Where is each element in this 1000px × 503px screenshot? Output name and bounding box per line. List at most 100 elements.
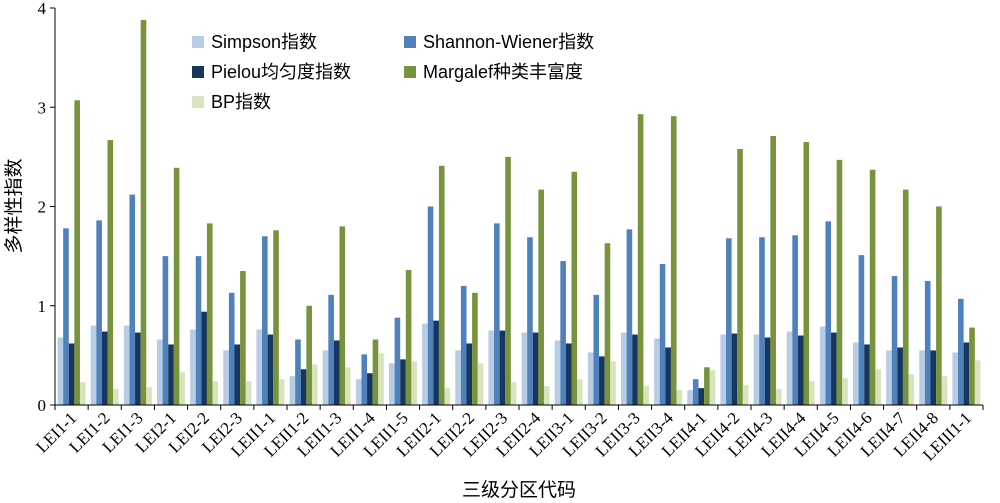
bar-LEII3-2-series-5 xyxy=(610,361,616,405)
bar-LEII3-2-series-2 xyxy=(593,294,600,405)
bar-LEII4-1-series-4 xyxy=(704,367,710,405)
y-tick-label: 1 xyxy=(38,297,47,316)
bar-LEI2-2-series-3 xyxy=(201,311,207,405)
bar-LEII1-3-series-3 xyxy=(333,340,340,405)
bar-LEII4-8-series-5 xyxy=(941,376,948,405)
bar-LEII3-4-series-4 xyxy=(670,116,677,406)
bar-LEII2-4-series-3 xyxy=(532,332,539,405)
bar-LEII2-4-series-1 xyxy=(521,332,528,405)
bar-LEI1-1-series-5 xyxy=(79,382,86,405)
bar-LEI1-2-series-5 xyxy=(113,389,119,405)
bar-LEII4-5-series-2 xyxy=(825,221,832,405)
bar-LEII4-5-series-3 xyxy=(831,332,837,405)
bar-LEI1-1-series-1 xyxy=(57,337,64,405)
bar-LEI2-2-series-2 xyxy=(195,256,202,406)
bar-LEII4-3-series-4 xyxy=(770,136,776,405)
bar-LEII3-4-series-3 xyxy=(665,347,671,405)
bar-LEII2-3-series-5 xyxy=(510,382,517,405)
bar-LEII2-4-series-5 xyxy=(543,386,550,405)
bar-LEII1-2-series-3 xyxy=(300,369,307,405)
legend-swatch xyxy=(192,96,204,108)
bar-LEI1-3-series-5 xyxy=(146,387,152,405)
bar-LEII2-1-series-1 xyxy=(422,323,428,405)
bar-LEI1-1-series-2 xyxy=(63,228,69,405)
bar-LEII4-3-series-1 xyxy=(753,334,760,405)
y-tick-label: 2 xyxy=(38,198,47,217)
legend-label: Simpson指数 xyxy=(211,32,317,52)
bar-LEII4-4-series-5 xyxy=(809,381,815,405)
bar-LEII4-5-series-1 xyxy=(819,326,826,405)
y-axis-title: 多样性指数 xyxy=(3,158,25,253)
bar-LEII1-1-series-4 xyxy=(273,230,279,405)
bar-LEII4-1-series-1 xyxy=(687,390,693,405)
bar-LEI1-2-series-4 xyxy=(107,140,114,405)
legend-label: Shannon-Wiener指数 xyxy=(423,32,594,52)
bar-LEII1-1-series-2 xyxy=(262,236,268,405)
bar-LEII1-5-series-1 xyxy=(389,363,395,405)
bar-LEII2-2-series-1 xyxy=(455,350,461,405)
bar-LEII1-1-series-5 xyxy=(278,379,285,405)
bar-LEII3-3-series-4 xyxy=(637,114,644,405)
bar-LEII4-2-series-1 xyxy=(720,334,727,405)
bar-LEIII1-1-series-1 xyxy=(952,352,959,405)
bar-LEII1-3-series-4 xyxy=(339,226,346,405)
bar-LEI2-3-series-1 xyxy=(223,350,229,405)
bar-LEII1-5-series-4 xyxy=(405,270,412,405)
bar-LEI2-2-series-1 xyxy=(190,329,196,405)
bar-LEII4-4-series-1 xyxy=(786,331,793,405)
legend-swatch xyxy=(404,66,416,78)
bar-LEII2-3-series-2 xyxy=(494,223,500,405)
bar-LEII3-4-series-5 xyxy=(676,390,683,405)
x-axis-title: 三级分区代码 xyxy=(462,479,576,501)
bar-LEII4-1-series-3 xyxy=(698,388,705,405)
bar-LEII4-2-series-3 xyxy=(731,333,738,405)
legend-label: Pielou均匀度指数 xyxy=(211,62,351,82)
bar-LEII3-3-series-2 xyxy=(626,229,633,405)
bar-LEII3-1-series-4 xyxy=(571,171,578,405)
bar-LEII1-2-series-2 xyxy=(295,339,301,405)
bar-LEI2-1-series-4 xyxy=(173,167,180,405)
bar-LEII4-8-series-4 xyxy=(936,206,942,405)
bar-LEII4-3-series-5 xyxy=(775,389,782,405)
bar-LEII4-4-series-4 xyxy=(803,141,810,406)
bar-LEII1-3-series-5 xyxy=(345,367,351,405)
bar-LEI1-3-series-3 xyxy=(135,332,141,405)
bar-LEII4-5-series-4 xyxy=(836,159,843,405)
bar-LEII4-7-series-3 xyxy=(897,347,903,405)
bar-LEII4-3-series-2 xyxy=(759,237,765,405)
bar-LEII4-4-series-2 xyxy=(792,235,798,405)
bar-LEII4-6-series-2 xyxy=(858,255,865,405)
bar-LEII4-6-series-5 xyxy=(875,369,881,405)
bar-LEIII1-1-series-3 xyxy=(963,342,970,405)
y-tick-label: 4 xyxy=(38,0,47,18)
bar-LEII4-4-series-3 xyxy=(797,335,804,405)
bar-LEII4-5-series-5 xyxy=(842,378,848,405)
bar-LEI2-2-series-4 xyxy=(206,223,213,405)
bar-LEII3-2-series-4 xyxy=(604,243,611,405)
bar-LEII2-3-series-4 xyxy=(505,156,511,406)
bar-LEIII1-1-series-4 xyxy=(969,327,975,405)
bar-LEII2-1-series-2 xyxy=(427,206,434,405)
bar-LEIII1-1-series-5 xyxy=(974,360,981,405)
bar-LEI2-1-series-2 xyxy=(162,256,169,406)
legend-swatch xyxy=(192,66,204,78)
bar-LEI1-1-series-4 xyxy=(74,100,80,406)
bar-LEII2-3-series-3 xyxy=(499,330,506,405)
bar-LEII3-2-series-1 xyxy=(587,352,594,405)
bar-LEII4-7-series-1 xyxy=(886,350,892,405)
bar-LEI2-3-series-3 xyxy=(234,344,241,405)
bar-LEII3-1-series-1 xyxy=(554,340,561,405)
bar-LEII4-2-series-2 xyxy=(726,238,732,405)
bar-LEII1-4-series-4 xyxy=(372,339,379,405)
bar-LEII1-2-series-1 xyxy=(289,376,296,405)
bar-LEI1-2-series-3 xyxy=(101,331,108,405)
bar-LEI2-3-series-5 xyxy=(245,381,252,405)
bar-LEI2-1-series-5 xyxy=(179,372,185,405)
bar-LEI2-2-series-5 xyxy=(212,381,219,405)
bar-LEII3-4-series-2 xyxy=(659,264,666,405)
bar-LEI1-3-series-4 xyxy=(140,19,147,405)
bar-LEII4-7-series-4 xyxy=(902,189,909,405)
bar-LEII3-1-series-2 xyxy=(560,261,566,405)
bar-LEI1-1-series-3 xyxy=(68,343,75,405)
